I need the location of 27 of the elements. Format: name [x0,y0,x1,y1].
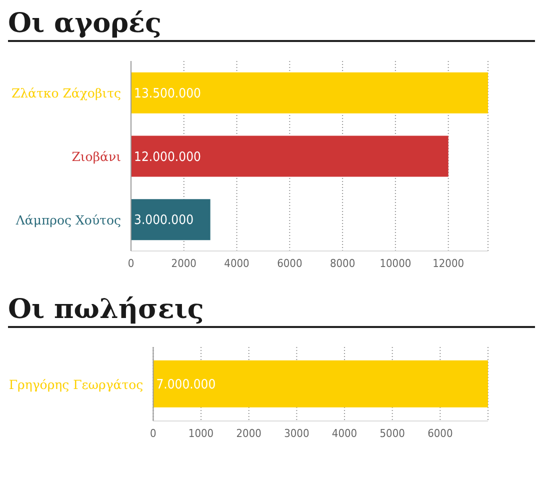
x-tick-label: 8000 [330,256,356,270]
x-tick-label: 5000 [380,426,405,440]
annotation: 13.500.000 [134,86,201,102]
x-tick-label: 0 [128,256,134,270]
x-tick-label: 2000 [236,426,262,440]
y-tick-label: Ζλάτκο Ζάχοβιτς [11,86,121,101]
bar [131,199,210,240]
annotation: 12.000.000 [134,150,201,165]
x-tick-label: 6000 [277,256,302,270]
x-tick-label: 0 [150,426,156,440]
y-tick-label: Ζιοβάνι [72,149,122,164]
bar [131,72,488,114]
bar [131,136,448,177]
x-tick-label: 2000 [171,256,196,270]
x-tick-label: 6000 [428,426,453,440]
annotation: 3.000.000 [134,213,194,228]
y-tick-label: Γρηγόρης Γεωργάτος [8,377,144,392]
x-tick-label: 1000 [188,426,214,440]
x-tick-label: 4000 [224,256,250,270]
x-tick-label: 10000 [380,256,412,270]
annotation: 7.000.000 [156,377,216,392]
x-tick-label: 4000 [332,426,358,440]
chart-title: Οι πωλήσεις [8,294,535,328]
x-tick-label: 12000 [432,256,464,270]
x-tick-label: 3000 [284,426,310,440]
y-tick-label: Λάμπρος Χούτος [14,212,121,228]
chart-title: Οι αγορές [8,8,535,42]
